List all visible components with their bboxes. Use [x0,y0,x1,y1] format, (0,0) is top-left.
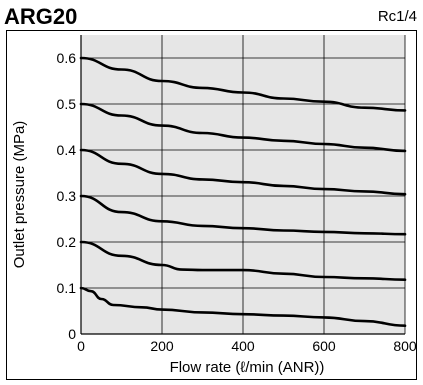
y-tick-label: 0.3 [57,188,77,204]
chart-title: ARG20 [4,4,78,29]
pressure-curve [79,194,407,236]
pressure-curve [79,286,407,327]
y-tick-label: 0.4 [57,142,77,158]
series-lines [79,56,407,327]
x-tick-label: 600 [312,338,336,354]
y-axis-label: Outlet pressure (MPa) [11,121,28,269]
y-tick-label: 0.2 [57,234,77,250]
pressure-curve [79,148,407,196]
y-tick-labels: 0 0.1 0.2 0.3 0.4 0.5 0.6 [57,50,77,342]
pressure-curve [79,56,407,112]
x-axis-label: Flow rate (ℓ/min (ANR)) [170,359,325,376]
x-tick-label: 200 [150,338,174,354]
y-tick-label: 0.6 [57,50,77,66]
y-tick-label: 0.5 [57,96,77,112]
x-tick-labels: 0 200 400 600 800 [77,338,417,354]
pressure-curve [79,102,407,153]
pressure-curve [79,240,407,281]
y-tick-label: 0.1 [57,280,77,296]
x-tick-label: 400 [231,338,255,354]
chart-frame [6,30,417,380]
grid-lines [81,35,406,334]
axes [80,35,405,335]
x-tick-label: 0 [77,338,85,354]
port-size-label: Rc1/4 [377,8,417,25]
x-tick-label: 800 [393,338,417,354]
y-tick-label: 0 [68,326,76,342]
